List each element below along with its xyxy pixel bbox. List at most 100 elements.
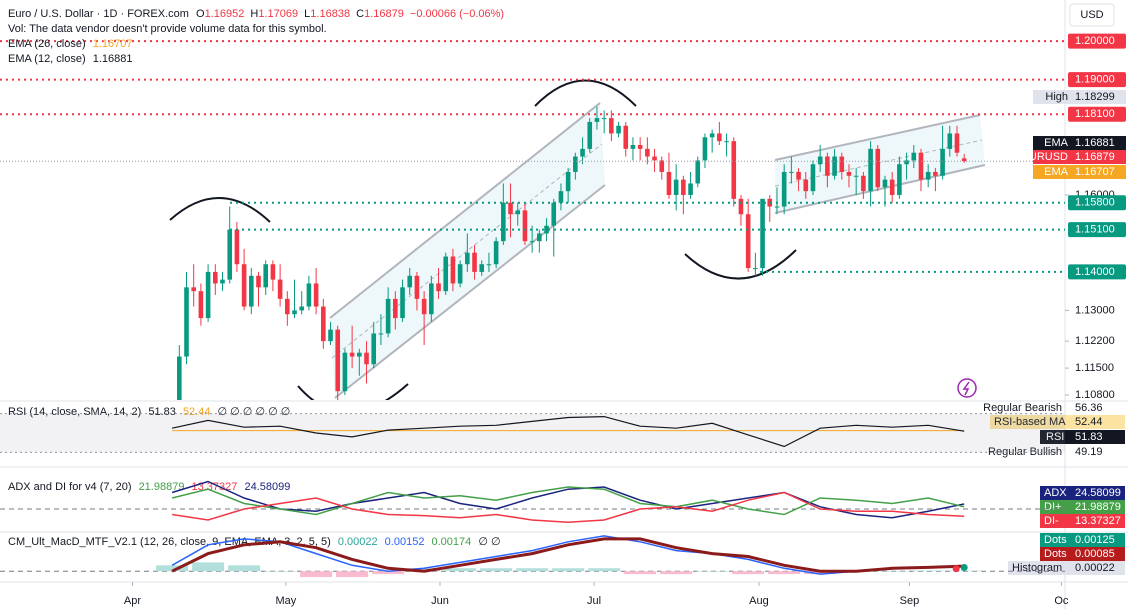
price-label-name: EURUSD (1022, 151, 1069, 163)
y-tick-label: 1.11500 (1075, 362, 1114, 374)
currency-button[interactable] (1069, 3, 1115, 27)
adx-value: 24.58099 (244, 481, 290, 493)
x-tick-label: Oc (1054, 595, 1069, 607)
candle-body (738, 198, 744, 215)
candle-body (472, 252, 477, 272)
ema-value: 1.16707 (93, 38, 133, 50)
rsi-placeholders: ∅ ∅ ∅ ∅ ∅ ∅ (218, 406, 291, 418)
macd-dot (952, 565, 960, 573)
level-box (1068, 195, 1126, 211)
candle-body (918, 152, 924, 180)
macd-line (171, 537, 965, 573)
rsi-ma-name: RSI-based MA (994, 416, 1066, 428)
candle-body (745, 214, 751, 269)
histogram-name: Histogram (1012, 562, 1062, 574)
candle-body (306, 283, 312, 307)
candle-body (573, 156, 578, 172)
macd-value: 0.00152 (385, 536, 425, 548)
histogram-bar (696, 571, 729, 572)
level-box (1068, 33, 1126, 49)
macd-value: 0.00022 (338, 536, 378, 548)
candle-body (940, 148, 945, 176)
rsi-box-value: 51.83 (1075, 431, 1103, 443)
alert-icon[interactable] (957, 378, 977, 398)
candle-body (904, 160, 909, 165)
dots-name: Dots (1044, 548, 1067, 560)
candle-body (313, 283, 319, 307)
channel-midline (331, 143, 603, 359)
price-label-box (1033, 150, 1126, 164)
candle-body (357, 352, 362, 357)
candle-body (443, 256, 449, 292)
di-plus-name: DI+ (1044, 501, 1061, 513)
candle-body (191, 287, 197, 292)
candle-body (364, 352, 369, 365)
adx-line (171, 491, 965, 523)
ohlc-value: 1.16952 (205, 8, 245, 20)
candle-body (846, 171, 852, 176)
candle-body (515, 210, 521, 215)
arc-drawing (169, 197, 271, 223)
ohlc-letter: L (304, 8, 310, 20)
channel-line (334, 184, 606, 399)
rsi-line (171, 415, 965, 448)
candle-body (933, 171, 938, 176)
candle-body (616, 125, 621, 134)
ema-title: EMA (12, close) (8, 53, 86, 65)
price-label-value: 1.18299 (1075, 91, 1115, 103)
histogram-bar (552, 568, 585, 572)
candle-body (256, 275, 261, 288)
candle-body (378, 333, 384, 335)
channel-line (329, 102, 601, 319)
di-minus-value: 13.37327 (1075, 515, 1121, 527)
rsi-ma-box (990, 415, 1125, 429)
candle-body (551, 202, 557, 226)
candle-body (688, 183, 693, 195)
di-plus-value: 21.98879 (1075, 501, 1121, 513)
y-tick-label: 1.12200 (1075, 335, 1115, 347)
candle-body (565, 171, 571, 192)
histogram-bar (228, 565, 261, 572)
candle-body (645, 148, 650, 157)
price-label-name: EMA (1044, 137, 1069, 149)
ema-title: EMA (26, close) (8, 38, 86, 50)
histogram-bar (336, 571, 369, 578)
level-label: 1.14000 (1075, 266, 1115, 278)
adx-box-value: 24.58099 (1075, 487, 1121, 499)
candle-body (594, 118, 600, 122)
candle-body (609, 118, 614, 134)
histogram-bar (516, 568, 549, 572)
histogram-bar (300, 571, 333, 578)
candle-body (601, 118, 607, 120)
macd-line (171, 535, 965, 575)
x-tick-label: Sep (900, 595, 920, 607)
candle-body (889, 179, 895, 195)
candle-body (184, 287, 189, 357)
arc-drawing (297, 383, 409, 400)
candle-body (702, 137, 708, 161)
rsi-ma-box-value: 52.44 (1075, 416, 1103, 428)
channel-line (774, 114, 981, 161)
arc-drawing (534, 79, 637, 107)
histogram-bar (732, 571, 765, 575)
candle-body (803, 179, 809, 192)
histogram-bar (624, 571, 657, 575)
candle-body (925, 171, 931, 180)
ohlc-letter: H (250, 8, 258, 20)
candle-body (897, 164, 902, 195)
candle-body (630, 145, 636, 149)
level-label: 1.15100 (1075, 224, 1115, 236)
adx-legend: ADX and DI for v4 (7, 20) 21.98879 13.37… (8, 481, 290, 493)
histogram-bar (768, 571, 801, 575)
candle-body (623, 125, 629, 149)
price-label-box (1033, 136, 1126, 150)
histogram-bar (156, 565, 189, 572)
y-tick-label: 1.10800 (1075, 389, 1115, 401)
candle-body (961, 158, 967, 162)
candle-body (954, 133, 960, 153)
candle-body (832, 156, 837, 176)
di-minus-box (1040, 514, 1125, 528)
candle-body (220, 279, 225, 284)
